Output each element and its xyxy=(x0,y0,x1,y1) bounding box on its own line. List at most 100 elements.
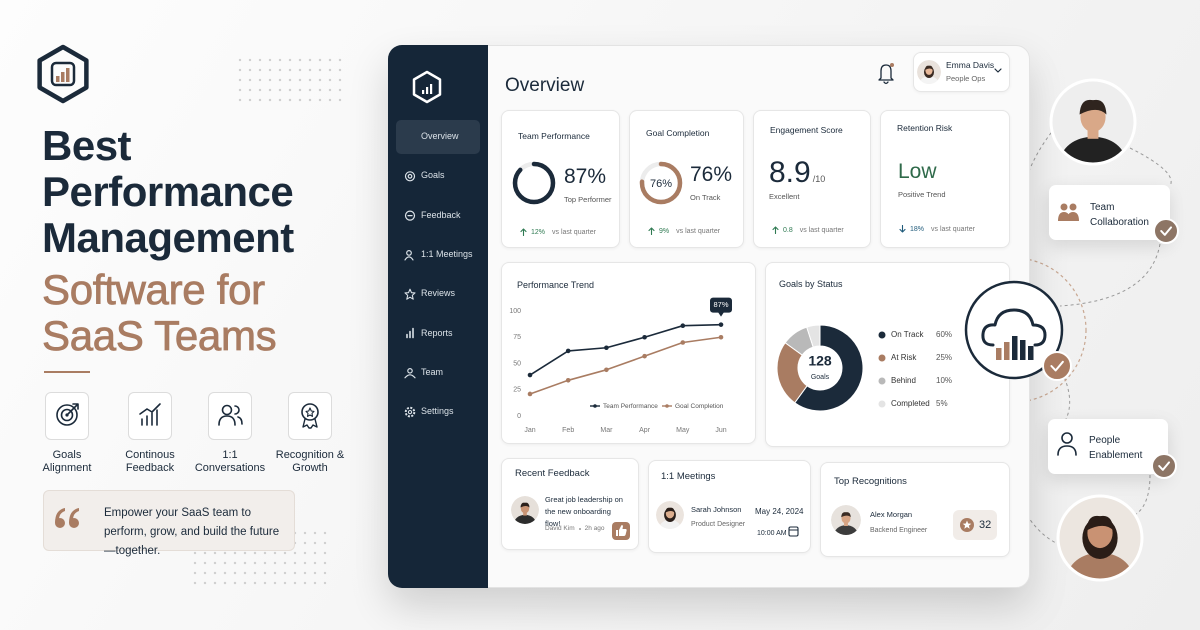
recognition-count: 32 xyxy=(979,519,992,531)
headline-highlight: SaaS Teams xyxy=(42,312,277,359)
nav-item[interactable]: Reports xyxy=(421,327,453,338)
feature-icon-box xyxy=(288,392,332,440)
logo-frame xyxy=(50,61,76,87)
delta-note: vs last quarter xyxy=(931,225,975,233)
trend-arrow xyxy=(520,228,527,236)
delta-value: 9% xyxy=(659,227,670,235)
avatar-bg xyxy=(1058,496,1142,580)
trend-arrow xyxy=(772,226,779,234)
kpi-caption: Top Performer xyxy=(564,195,612,204)
kpi-scale: /10 xyxy=(812,174,826,184)
user-card[interactable] xyxy=(913,52,1010,92)
headline: Management xyxy=(42,214,294,261)
avatar xyxy=(1058,496,1142,580)
connector xyxy=(1059,243,1161,307)
nav-item[interactable]: Goals xyxy=(421,170,445,181)
nav-item[interactable]: Reviews xyxy=(421,288,456,299)
kpi-caption: On Track xyxy=(690,193,721,202)
chart-title: Performance Trend xyxy=(517,280,595,290)
kpi-value: 87% xyxy=(564,165,607,188)
delta-value: 18% xyxy=(910,225,925,233)
feedback-message: Great job leadership on the new onboardi… xyxy=(545,495,623,528)
kpi-delta: 18% vs last quarter xyxy=(899,225,975,233)
kpi-delta: 9% vs last quarter xyxy=(648,227,720,235)
avatar-head xyxy=(1087,517,1113,549)
feedback-meta: David Kim 2h ago xyxy=(545,525,605,533)
avatar-body xyxy=(1067,552,1133,580)
feature-icon-box xyxy=(45,392,89,440)
feature-label: 1:1 Conversations xyxy=(194,449,266,474)
avatar-ring xyxy=(1056,494,1144,582)
logo-bar xyxy=(66,68,70,82)
avatar-hair xyxy=(1086,515,1114,531)
headline-highlight: Software for xyxy=(42,266,266,313)
kpi-card xyxy=(501,110,620,248)
user-name: Emma Davis xyxy=(946,60,995,70)
card-title: Top Recognitions xyxy=(834,476,907,487)
callout-label: People Enablement xyxy=(1089,435,1143,461)
recognition-name: Alex Morgan xyxy=(870,510,913,519)
check-badge xyxy=(1042,351,1072,381)
kpi-title: Team Performance xyxy=(518,131,590,141)
kpi-card xyxy=(753,110,871,248)
logo-hex xyxy=(37,44,89,104)
meeting-date: May 24, 2024 xyxy=(755,507,804,516)
delta-value: 12% xyxy=(531,228,546,236)
feature-label: Goals Alignment xyxy=(42,449,92,474)
card-title: Recent Feedback xyxy=(515,468,590,479)
delta-value: 0.8 xyxy=(783,226,793,234)
headline: Best xyxy=(42,122,132,169)
page-title: Overview xyxy=(505,75,585,96)
avatar-body xyxy=(1060,136,1126,164)
quote-text: Empower your SaaS team to perform, grow,… xyxy=(104,507,280,557)
kpi-value-row: 8.9/10 xyxy=(769,158,825,188)
nav-item[interactable]: Settings xyxy=(421,406,454,417)
kpi-caption: Positive Trend xyxy=(898,190,946,199)
feature-label: Recognition & Growth xyxy=(275,449,345,474)
nav-item[interactable]: 1:1 Meetings xyxy=(421,248,473,259)
connector xyxy=(1129,147,1172,187)
headline: Performance xyxy=(42,168,294,215)
callout-label: Team Collaboration xyxy=(1090,202,1149,228)
feature-icon-box xyxy=(208,392,252,440)
avatar-neck xyxy=(1094,542,1106,555)
nav-item[interactable]: Overview xyxy=(421,131,459,141)
kpi-card xyxy=(880,110,1010,248)
trend-arrow xyxy=(899,225,906,233)
separator-dot xyxy=(578,528,581,531)
avatar xyxy=(1051,80,1135,164)
feature-label: Continous Feedback xyxy=(125,449,175,474)
nav-item[interactable]: Team xyxy=(421,366,444,377)
kpi-title: Retention Risk xyxy=(897,123,953,133)
avatar-head xyxy=(1080,101,1106,133)
meeting-time: 10:00 AM xyxy=(757,530,787,537)
kpi-delta: 12% vs last quarter xyxy=(520,228,596,236)
chart-card xyxy=(765,262,1010,447)
trend-arrow xyxy=(772,226,779,234)
meeting-name: Sarah Johnson xyxy=(691,505,742,514)
feedback-time: 2h ago xyxy=(584,525,605,532)
kpi-value: 8.9 xyxy=(769,156,811,189)
meeting-role: Product Designer xyxy=(691,521,746,528)
kpi-value: Low xyxy=(898,160,937,183)
kpi-delta: 0.8 vs last quarter xyxy=(772,226,844,234)
connector xyxy=(1061,371,1071,420)
kpi-title: Engagement Score xyxy=(770,125,843,135)
avatar-hair-back xyxy=(1082,517,1118,559)
trend-arrow xyxy=(648,227,655,235)
nav-active[interactable] xyxy=(396,120,480,154)
feedback-author: David Kim xyxy=(545,525,575,532)
check-mark xyxy=(1050,360,1064,372)
nav-item[interactable]: Feedback xyxy=(421,209,461,220)
divider xyxy=(44,371,90,373)
user-role: People Ops xyxy=(946,74,986,83)
logo-bar xyxy=(61,72,65,82)
feature-icon-box xyxy=(128,392,172,440)
avatar-ring xyxy=(1049,78,1137,166)
chart-title: Goals by Status xyxy=(779,279,843,289)
trend-arrow xyxy=(520,228,527,236)
delta-note: vs last quarter xyxy=(552,228,596,236)
